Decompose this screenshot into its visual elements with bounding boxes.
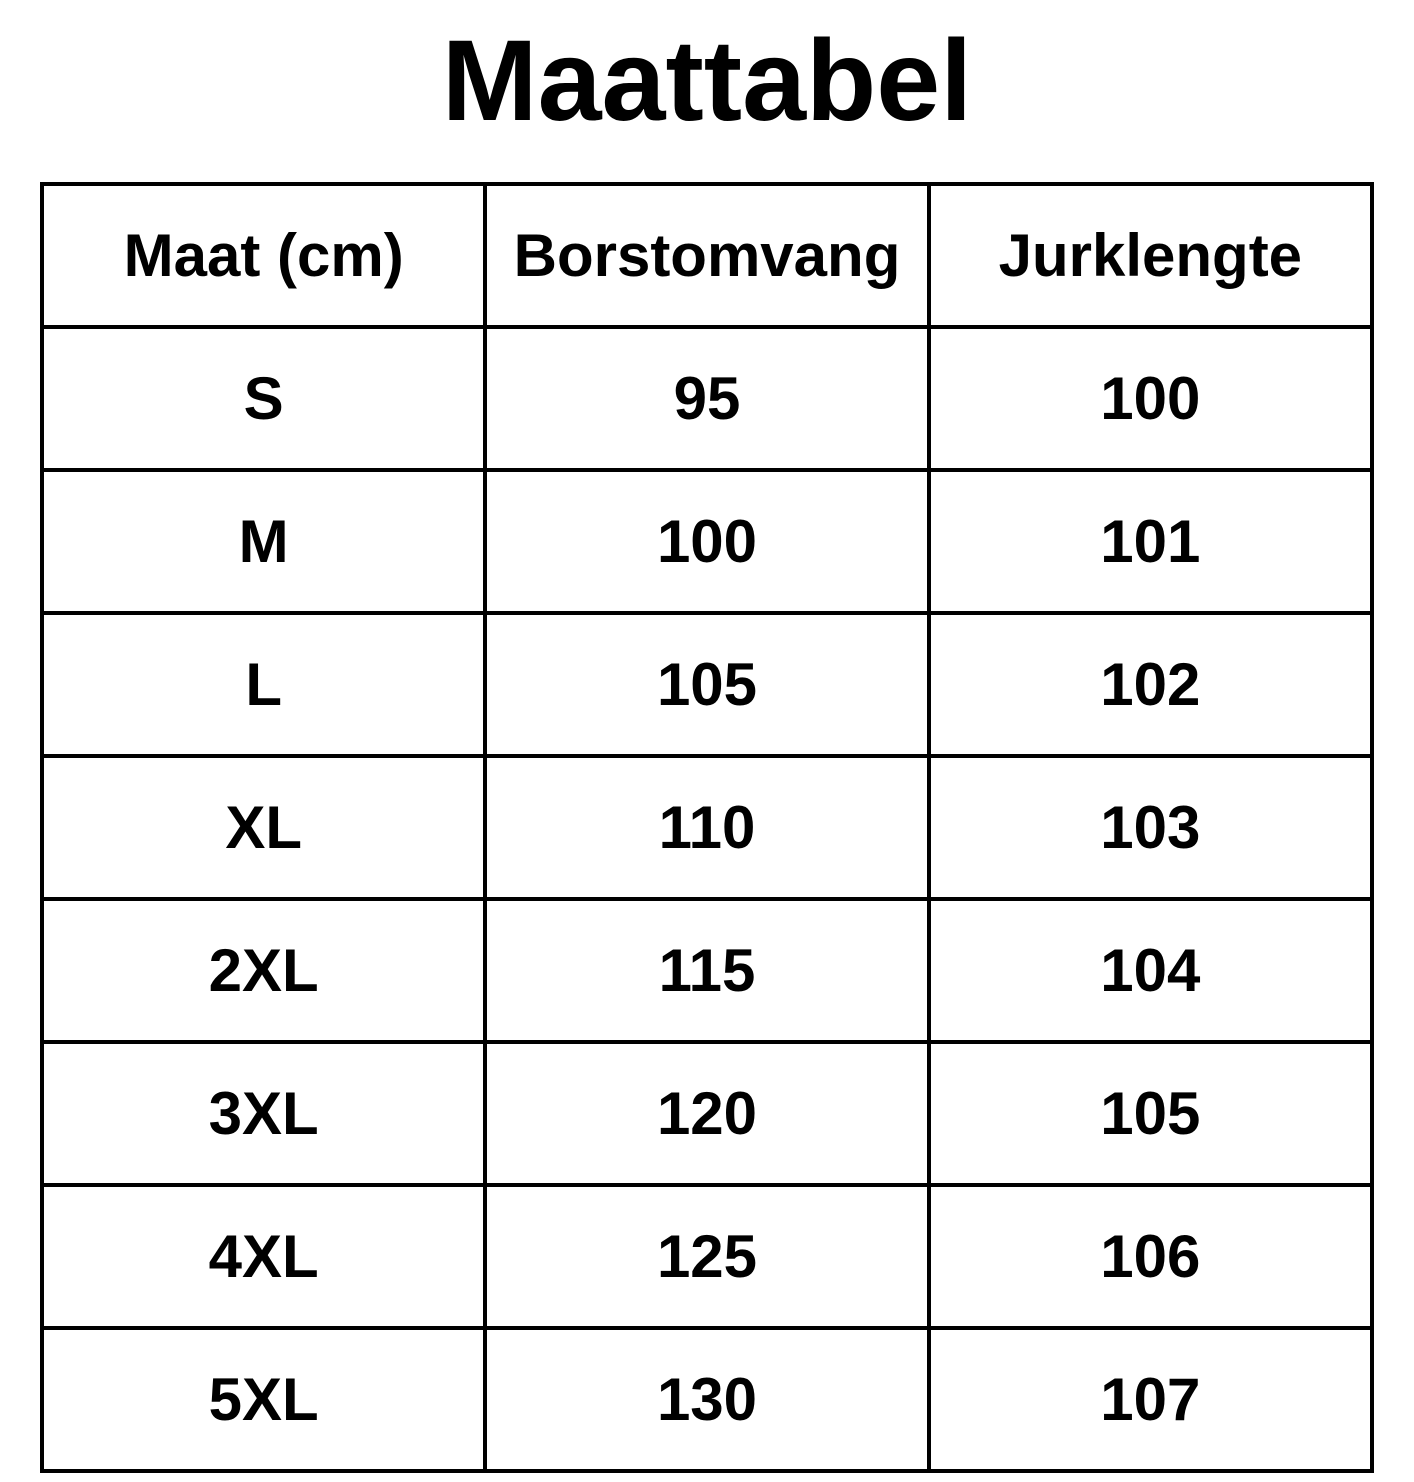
size-label-cell: M <box>39 467 488 615</box>
borstomvang-cell: 120 <box>483 1039 931 1187</box>
size-label-cell: L <box>39 610 488 758</box>
borstomvang-cell: 110 <box>483 753 931 901</box>
jurklengte-cell: 101 <box>926 467 1375 615</box>
header-row: Maat (cm) Borstomvang Jurklengte <box>39 181 1375 329</box>
table-row-5xl: 5XL 130 107 <box>39 1325 1375 1473</box>
borstomvang-cell: 125 <box>483 1182 931 1330</box>
page-title: Maattabel <box>441 17 973 145</box>
column-header-borstomvang: Borstomvang <box>483 181 931 329</box>
table-row-3xl: 3XL 120 105 <box>39 1039 1375 1187</box>
size-label-cell: 3XL <box>39 1039 488 1187</box>
borstomvang-cell: 100 <box>483 467 931 615</box>
size-label-cell: XL <box>39 753 488 901</box>
size-label-cell: S <box>39 324 488 472</box>
size-label-cell: 5XL <box>39 1325 488 1473</box>
size-label-cell: 4XL <box>39 1182 488 1330</box>
table-row-m: M 100 101 <box>39 467 1375 615</box>
jurklengte-cell: 107 <box>926 1325 1375 1473</box>
borstomvang-cell: 130 <box>483 1325 931 1473</box>
table-row-l: L 105 102 <box>39 610 1375 758</box>
borstomvang-cell: 115 <box>483 896 931 1044</box>
jurklengte-cell: 104 <box>926 896 1375 1044</box>
borstomvang-cell: 95 <box>483 324 931 472</box>
jurklengte-cell: 105 <box>926 1039 1375 1187</box>
table-row-s: S 95 100 <box>39 324 1375 472</box>
table-row-2xl: 2XL 115 104 <box>39 896 1375 1044</box>
column-header-maat: Maat (cm) <box>39 181 488 329</box>
jurklengte-cell: 103 <box>926 753 1375 901</box>
table-row-xl: XL 110 103 <box>39 753 1375 901</box>
column-header-jurklengte: Jurklengte <box>926 181 1375 329</box>
size-label-cell: 2XL <box>39 896 488 1044</box>
jurklengte-cell: 100 <box>926 324 1375 472</box>
jurklengte-cell: 106 <box>926 1182 1375 1330</box>
size-table: Maat (cm) Borstomvang Jurklengte S 95 10… <box>39 181 1375 1473</box>
jurklengte-cell: 102 <box>926 610 1375 758</box>
borstomvang-cell: 105 <box>483 610 931 758</box>
table-row-4xl: 4XL 125 106 <box>39 1182 1375 1330</box>
